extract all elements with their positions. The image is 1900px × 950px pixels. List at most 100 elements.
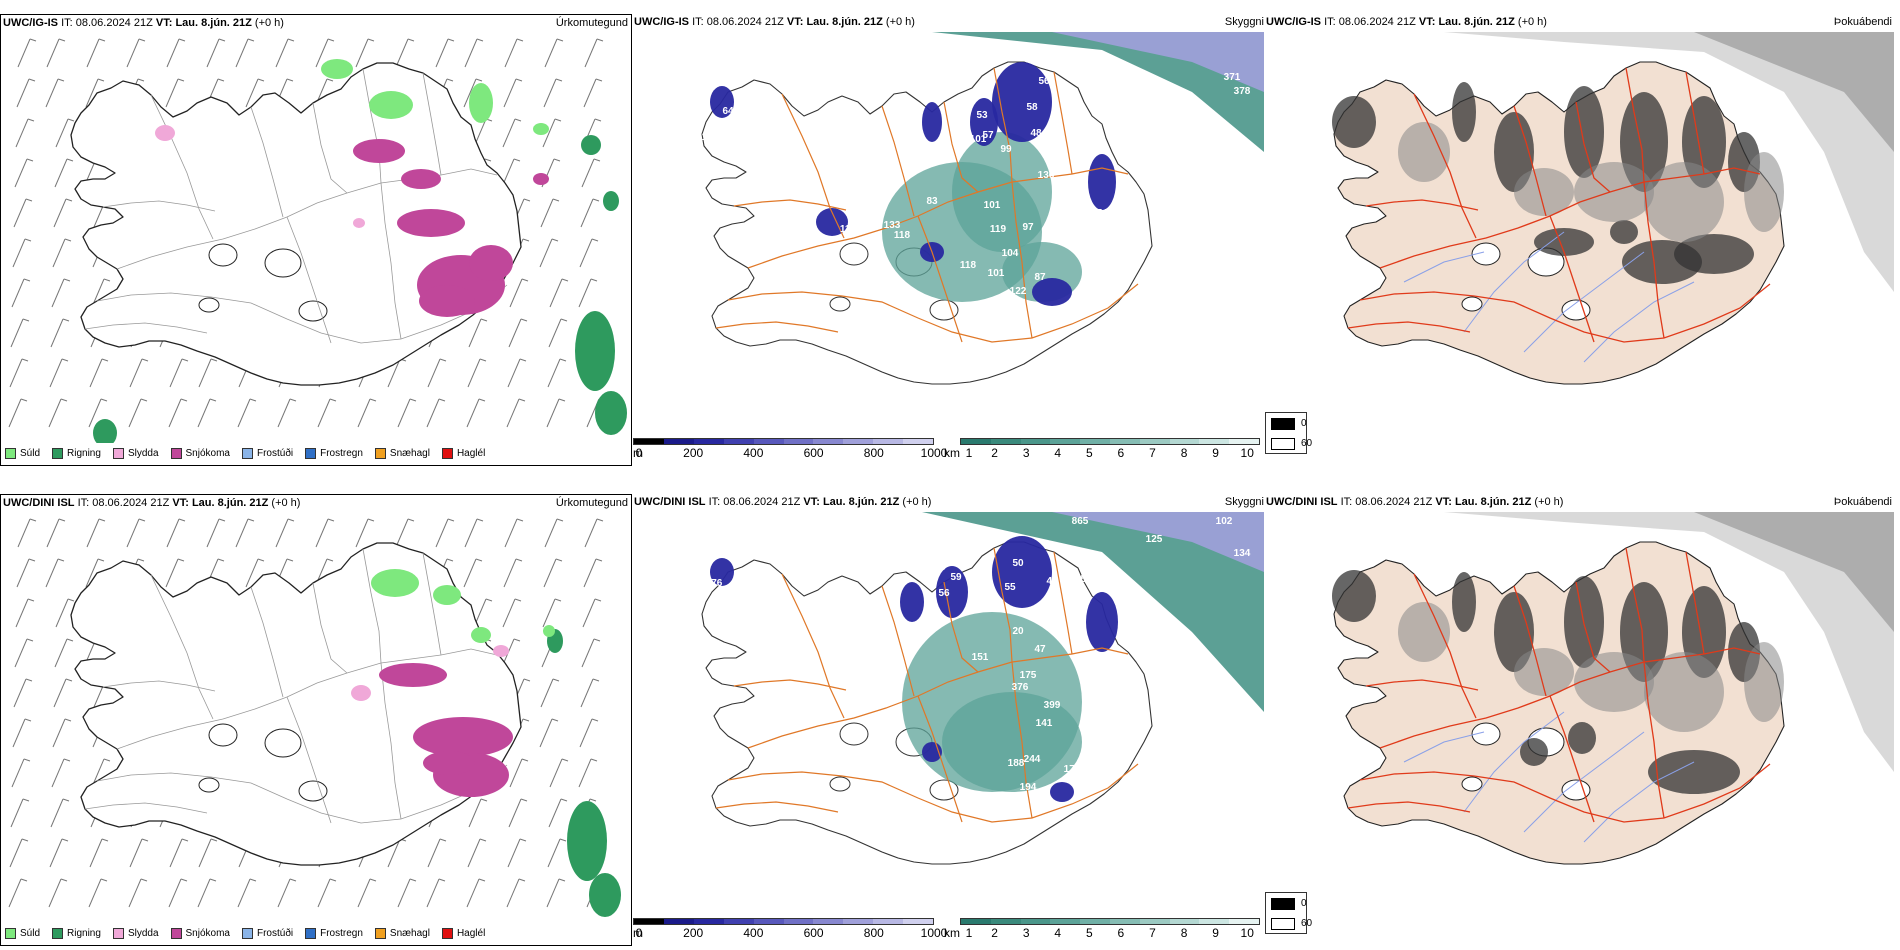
panel-title: UWC/DINI ISL IT: 08.06.2024 21Z VT: Lau.…: [1266, 496, 1564, 508]
colorbar-step: [783, 439, 814, 444]
cloud-base-value: 64: [722, 106, 734, 117]
wind-barb: [315, 38, 335, 68]
wind-barb: [504, 518, 524, 548]
wind-barb: [10, 798, 30, 828]
road-line: [96, 764, 508, 824]
wind-barb: [15, 118, 35, 148]
colorbar-tick-label: 600: [803, 926, 824, 940]
wind-barb: [426, 878, 446, 908]
precip-legend: Súld Rigning Slydda Snjókoma Frostúði Frostre…: [5, 928, 485, 939]
legend-item: Snjókoma: [170, 448, 230, 459]
fog-dense-area: [1332, 570, 1376, 622]
colorbar-step: [843, 919, 874, 924]
legend-label: Rigning: [67, 928, 101, 939]
cloud-base-area: [992, 536, 1052, 608]
glacier-outline: [1461, 296, 1483, 312]
wind-barb: [502, 118, 522, 148]
wind-barb: [89, 358, 109, 388]
fog-swatch-0: [1271, 898, 1295, 910]
legend-label: Súld: [20, 448, 41, 459]
glacier-outline: [1561, 779, 1591, 801]
cloud-base-value: 122: [1010, 286, 1027, 297]
wind-barb: [45, 558, 65, 588]
road-line: [1347, 801, 1471, 813]
legend-item: Rigning: [52, 448, 101, 459]
fog-moderate-area: [1514, 168, 1574, 216]
wind-barb: [45, 78, 65, 108]
legend-swatch: [241, 928, 253, 939]
colorbar-step: [903, 919, 934, 924]
colorbar-tick-label: 10: [1240, 926, 1254, 940]
cloud-base-value: 102: [1216, 516, 1233, 527]
river-line: [1403, 251, 1485, 283]
cloud-base-value: 83: [926, 196, 938, 207]
wind-barb: [509, 758, 529, 788]
wind-barb: [53, 198, 73, 228]
visibility-offshore: [922, 512, 1264, 712]
colorbar-step: [1139, 439, 1170, 444]
colorbar-tick-label: 1: [965, 446, 973, 460]
legend-label: Frostregn: [320, 928, 363, 939]
cloud-base-value: 54: [1080, 574, 1092, 585]
colorbar-step: [693, 439, 724, 444]
map-layer: 865 102 134 125 44 48 54 40 54 58 59 50 56 55 87 163 34 3…: [701, 512, 1264, 865]
glacier-outline: [829, 776, 851, 792]
colorbar-step: [634, 919, 664, 924]
legend-swatch: [112, 448, 124, 459]
road-line: [102, 680, 216, 692]
cloud-base-value: 54: [1128, 586, 1140, 597]
legend-label: Haglél: [456, 448, 486, 459]
road-line: [422, 72, 442, 176]
road-line: [1643, 661, 1665, 819]
fog-swatch-0: [1271, 418, 1295, 430]
colorbar-step: [663, 439, 694, 444]
fog-index-map: [1332, 512, 1894, 865]
fog-value-60: 60: [1301, 918, 1313, 929]
fog-moderate-area: [1644, 652, 1724, 732]
cloud-base-value: 19: [1116, 722, 1128, 733]
wind-barb: [580, 678, 600, 708]
wind-barb: [507, 838, 527, 868]
cloud-base-value: 141: [1036, 718, 1053, 729]
legend-item: Súld: [5, 448, 40, 459]
precip-rain-area: [581, 135, 601, 155]
wind-barb: [435, 38, 455, 68]
road-line: [312, 582, 348, 674]
road-line: [993, 67, 1013, 183]
colorbar-tick-label: 2: [991, 446, 998, 460]
wind-barb: [51, 278, 71, 308]
wind-barb: [464, 518, 484, 548]
legend-swatch: [5, 928, 16, 939]
wind-barb: [317, 878, 337, 908]
cloud-base-colorbar: m 0 200 400 600 800 1000: [633, 918, 947, 942]
cloud-base-value: 134: [1234, 548, 1251, 559]
cloud-visibility-map: 56 51 371 378 58 47 48 45 101 64 139 53 57 99 136 135 13…: [694, 32, 1264, 385]
wind-barb: [395, 518, 415, 548]
precip-snow-area: [423, 751, 475, 775]
legend-item: Frostregn: [305, 448, 363, 459]
glacier-outline: [829, 296, 851, 312]
fog-moderate-area: [1574, 652, 1654, 712]
colorbar-step: [1109, 919, 1140, 924]
colorbar-step: [1229, 439, 1259, 444]
cloud-offshore: [1052, 512, 1264, 572]
wind-barb: [53, 678, 73, 708]
wind-barb: [88, 398, 108, 428]
legend-swatch: [5, 448, 16, 459]
road-line: [150, 94, 214, 240]
fog-dense-area: [1332, 96, 1376, 148]
wind-barb: [54, 158, 74, 188]
wind-barb: [277, 398, 297, 428]
precip-sleet-area: [351, 685, 371, 701]
wind-barb: [48, 398, 68, 428]
precip-sleet-area: [353, 218, 365, 228]
colorbar-step: [813, 439, 844, 444]
cloud-base-value: 47: [1074, 120, 1086, 131]
cloud-base-value: 120: [1104, 252, 1121, 263]
road-line: [1011, 181, 1033, 339]
cloud-base-value: 137: [1088, 750, 1105, 761]
cloud-base-value: 34: [1144, 610, 1156, 621]
precip-rain-area: [603, 191, 619, 211]
precip-panel-row2: UWC/DINI ISL IT: 08.06.2024 21Z VT: Lau.…: [0, 494, 632, 946]
river-line: [1403, 731, 1485, 763]
